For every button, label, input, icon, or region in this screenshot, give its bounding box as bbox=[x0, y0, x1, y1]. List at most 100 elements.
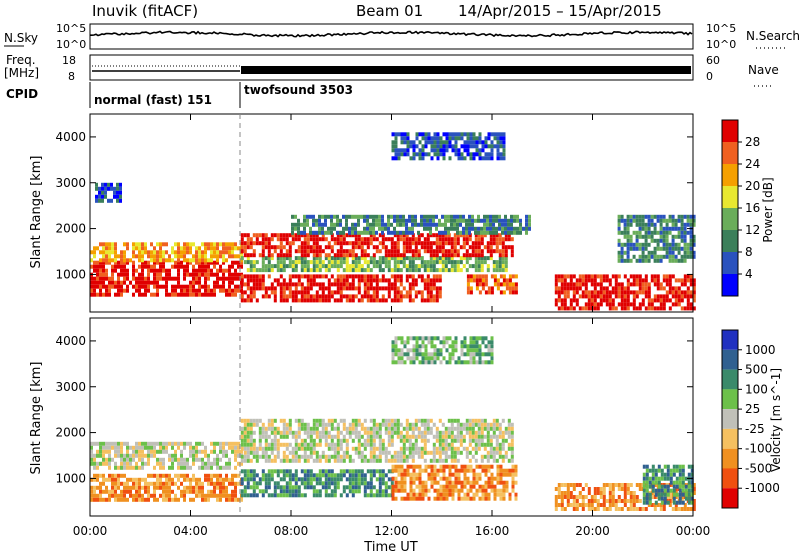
heatmap-cell bbox=[465, 237, 469, 242]
heatmap-cell bbox=[496, 282, 500, 287]
heatmap-cell bbox=[402, 446, 406, 451]
heatmap-cell bbox=[656, 278, 660, 283]
heatmap-cell bbox=[423, 298, 427, 303]
heatmap-cell bbox=[635, 290, 639, 295]
heatmap-cell bbox=[147, 461, 150, 466]
heatmap-cell bbox=[357, 245, 361, 250]
heatmap-cell bbox=[381, 268, 385, 273]
heatmap-cell bbox=[474, 450, 478, 455]
heatmap-cell bbox=[123, 485, 126, 490]
heatmap-cell bbox=[282, 442, 286, 447]
heatmap-cell bbox=[306, 260, 310, 265]
heatmap-cell bbox=[351, 446, 355, 451]
heatmap-cell bbox=[90, 461, 93, 466]
heatmap-cell bbox=[291, 473, 295, 478]
heatmap-cell bbox=[445, 148, 449, 153]
heatmap-cell bbox=[489, 438, 493, 443]
heatmap-cell bbox=[432, 278, 436, 283]
heatmap-cell bbox=[451, 352, 455, 357]
heatmap-cell bbox=[478, 274, 482, 279]
heatmap-cell bbox=[596, 507, 600, 511]
heatmap-cell bbox=[429, 426, 433, 431]
heatmap-cell bbox=[489, 222, 492, 227]
heatmap-cell bbox=[424, 480, 428, 485]
heatmap-cell bbox=[315, 260, 319, 265]
heatmap-cell bbox=[453, 264, 457, 269]
noise-right-label: N.Search bbox=[746, 29, 800, 43]
heatmap-cell bbox=[423, 450, 427, 455]
heatmap-cell bbox=[614, 282, 618, 287]
heatmap-cell bbox=[138, 288, 141, 293]
heatmap-cell bbox=[626, 302, 630, 307]
heatmap-cell bbox=[99, 485, 102, 490]
heatmap-cell bbox=[471, 226, 474, 231]
heatmap-cell bbox=[261, 282, 265, 287]
heatmap-cell bbox=[207, 242, 210, 247]
heatmap-cell bbox=[165, 284, 168, 289]
heatmap-cell bbox=[632, 278, 636, 283]
heatmap-cell bbox=[249, 442, 253, 447]
heatmap-cell bbox=[671, 286, 675, 291]
heatmap-cell bbox=[171, 288, 174, 293]
heatmap-cell bbox=[411, 278, 415, 283]
heatmap-cell bbox=[429, 241, 433, 246]
heatmap-cell bbox=[423, 268, 427, 273]
heatmap-cell bbox=[372, 253, 376, 258]
heatmap-cell bbox=[429, 450, 433, 455]
heatmap-cell bbox=[126, 441, 129, 446]
heatmap-cell bbox=[394, 496, 398, 501]
heatmap-cell bbox=[297, 446, 301, 451]
heatmap-cell bbox=[333, 458, 337, 463]
heatmap-cell bbox=[303, 450, 307, 455]
freq-label-1: Freq. bbox=[6, 53, 36, 67]
heatmap-cell bbox=[303, 230, 306, 235]
heatmap-cell bbox=[499, 132, 503, 137]
heatmap-cell bbox=[620, 242, 624, 247]
heatmap-cell bbox=[222, 272, 225, 277]
heatmap-cell bbox=[444, 430, 448, 435]
heatmap-cell bbox=[336, 430, 340, 435]
heatmap-cell bbox=[306, 294, 310, 299]
heatmap-cell bbox=[408, 249, 412, 254]
heatmap-cell bbox=[249, 294, 253, 299]
heatmap-cell bbox=[495, 434, 499, 439]
heatmap-cell bbox=[510, 249, 514, 254]
heatmap-cell bbox=[468, 237, 472, 242]
heatmap-cell bbox=[608, 495, 612, 499]
heatmap-cell bbox=[668, 254, 672, 259]
heatmap-cell bbox=[427, 476, 431, 481]
heatmap-cell bbox=[481, 484, 485, 489]
heatmap-cell bbox=[261, 286, 265, 291]
heatmap-cell bbox=[623, 258, 627, 263]
heatmap-cell bbox=[390, 245, 394, 250]
heatmap-cell bbox=[150, 445, 153, 450]
heatmap-cell bbox=[249, 245, 253, 250]
heatmap-cell bbox=[481, 148, 485, 153]
heatmap-cell bbox=[641, 282, 645, 287]
heatmap-cell bbox=[273, 438, 277, 443]
heatmap-cell bbox=[426, 426, 430, 431]
heatmap-cell bbox=[420, 218, 423, 223]
heatmap-cell bbox=[596, 499, 600, 503]
heatmap-cell bbox=[391, 492, 395, 497]
heatmap-cell bbox=[369, 450, 373, 455]
heatmap-cell bbox=[213, 489, 216, 494]
heatmap-cell bbox=[213, 250, 216, 255]
heatmap-cell bbox=[288, 450, 292, 455]
heatmap-cell bbox=[141, 477, 144, 482]
heatmap-cell bbox=[399, 298, 403, 303]
heatmap-cell bbox=[219, 473, 222, 478]
heatmap-cell bbox=[656, 286, 660, 291]
heatmap-cell bbox=[153, 441, 156, 446]
heatmap-cell bbox=[487, 290, 491, 295]
heatmap-cell bbox=[345, 241, 349, 246]
heatmap-cell bbox=[300, 264, 304, 269]
heatmap-cell bbox=[291, 458, 295, 463]
heatmap-cell bbox=[477, 256, 481, 261]
heatmap-cell bbox=[438, 446, 442, 451]
heatmap-cell bbox=[372, 426, 376, 431]
heatmap-cell bbox=[397, 152, 401, 157]
heatmap-cell bbox=[507, 434, 511, 439]
heatmap-cell bbox=[318, 226, 321, 231]
heatmap-cell bbox=[387, 268, 391, 273]
